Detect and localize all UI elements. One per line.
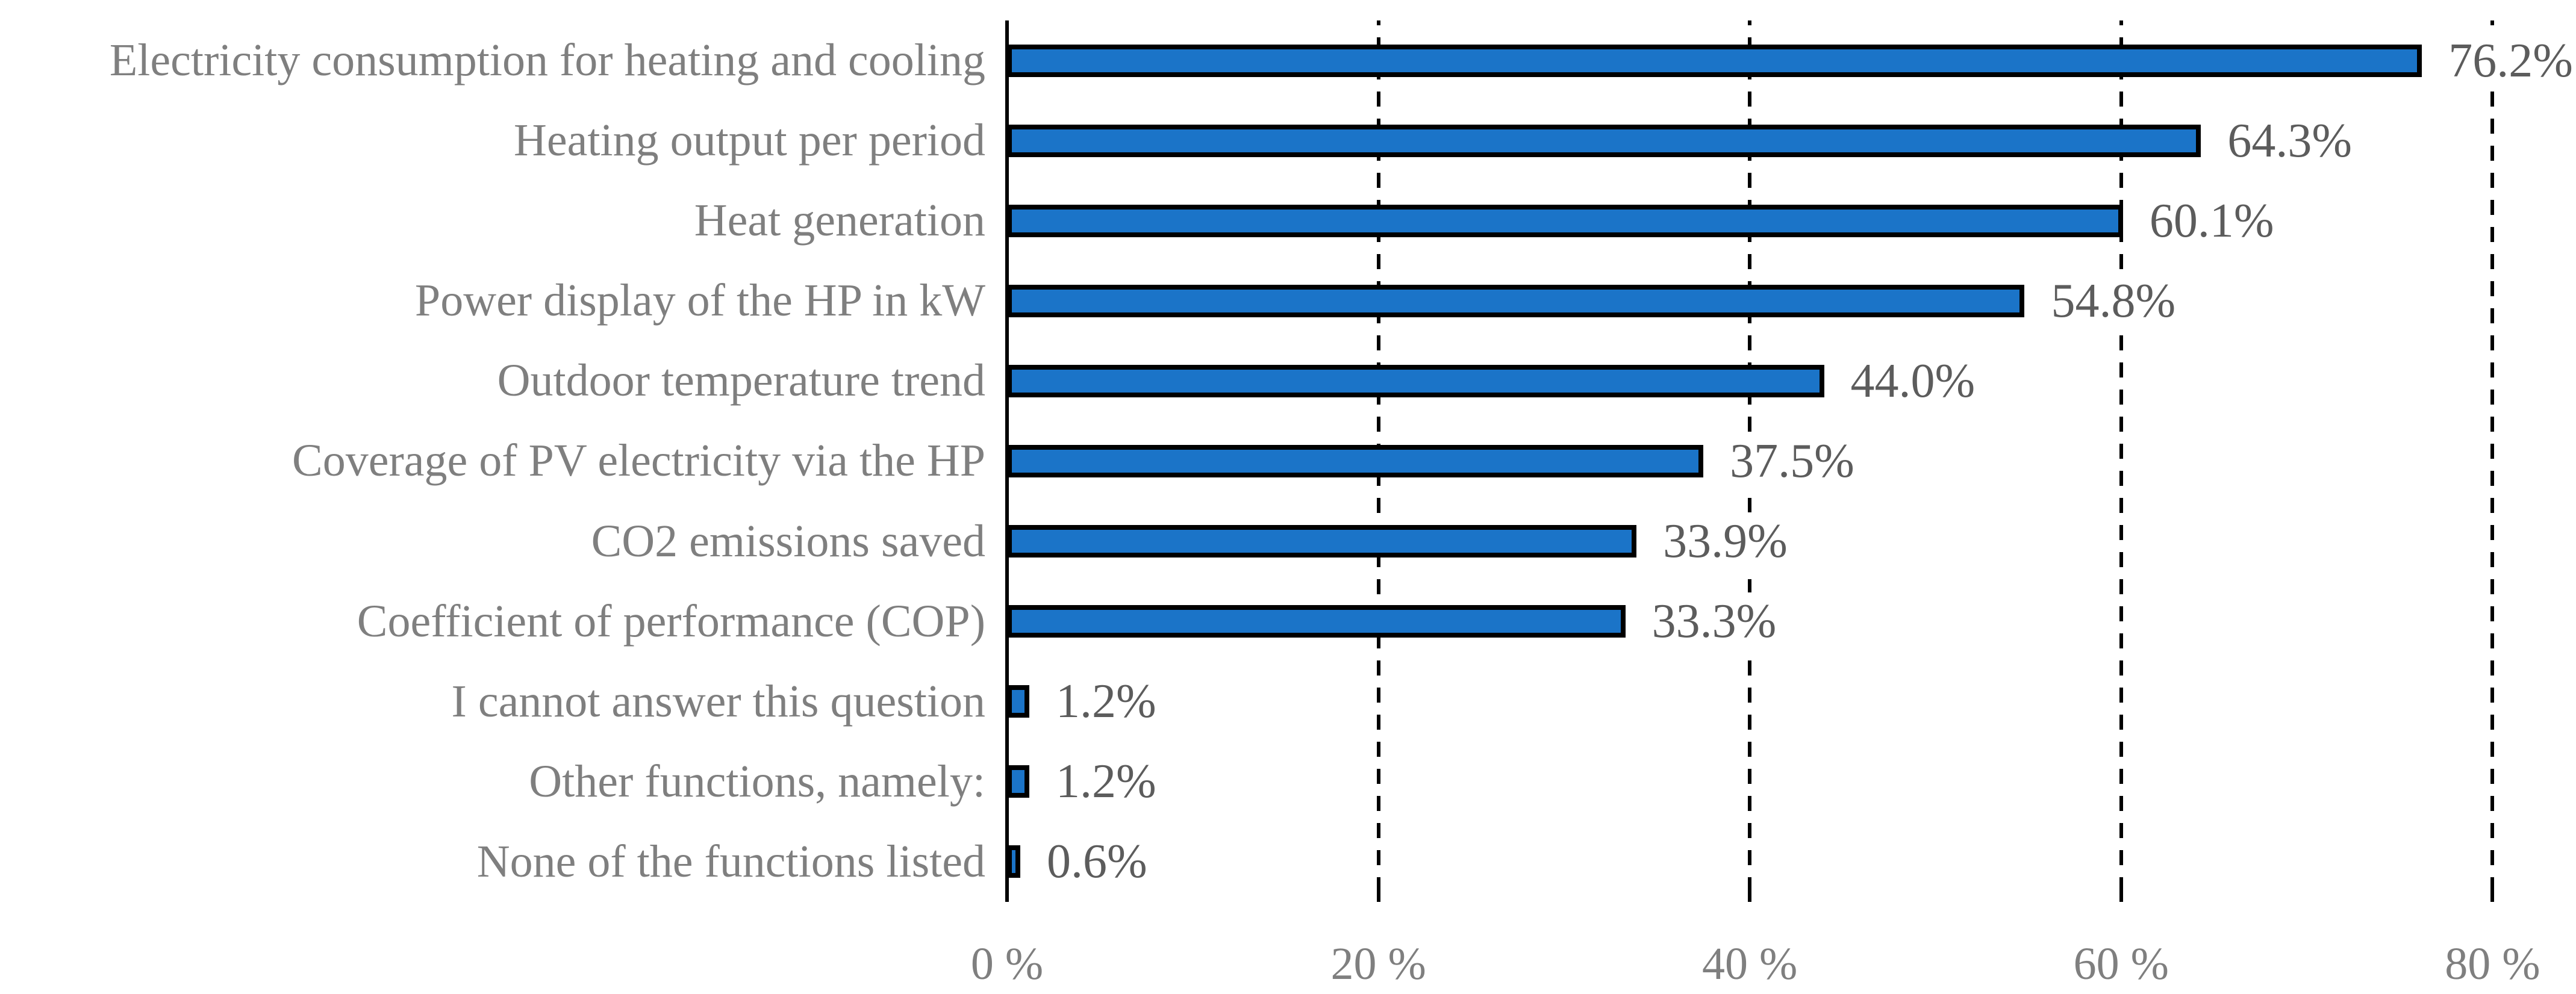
bar xyxy=(1007,364,1824,397)
y-axis-line xyxy=(1005,20,1009,902)
bar xyxy=(1007,204,2123,237)
x-tick-label: 20 % xyxy=(1330,939,1426,989)
category-label: None of the functions listed xyxy=(476,836,985,887)
gridline-80 xyxy=(2490,20,2495,902)
bar xyxy=(1007,845,1020,878)
category-label: Other functions, namely: xyxy=(529,756,985,807)
x-tick-label: 40 % xyxy=(1702,939,1798,989)
value-label: 33.9% xyxy=(1659,512,1791,571)
category-label: Power display of the HP in kW xyxy=(414,275,985,326)
value-label: 37.5% xyxy=(1726,432,1858,490)
value-label: 64.3% xyxy=(2224,111,2356,170)
bar xyxy=(1007,765,1029,798)
value-label: 1.2% xyxy=(1052,673,1160,731)
gridline-60 xyxy=(2119,20,2123,902)
category-label: I cannot answer this question xyxy=(451,676,985,727)
value-label: 0.6% xyxy=(1043,833,1151,891)
bar xyxy=(1007,685,1029,718)
category-label: Heat generation xyxy=(694,195,985,246)
value-label: 76.2% xyxy=(2445,31,2576,90)
bar xyxy=(1007,124,2201,157)
category-label: Electricity consumption for heating and … xyxy=(109,35,985,85)
x-tick-label: 80 % xyxy=(2445,939,2540,989)
category-label: Coefficient of performance (COP) xyxy=(357,595,985,647)
category-label: Heating output per period xyxy=(513,115,985,166)
bar xyxy=(1007,284,2025,317)
value-label: 33.3% xyxy=(1648,592,1780,651)
x-tick-label: 0 % xyxy=(970,939,1044,989)
value-label: 54.8% xyxy=(2047,272,2180,330)
value-label: 44.0% xyxy=(1847,352,1979,410)
value-label: 60.1% xyxy=(2145,191,2278,250)
bar xyxy=(1007,605,1626,638)
bar xyxy=(1007,445,1704,477)
category-label: CO2 emissions saved xyxy=(591,515,985,567)
category-label: Outdoor temperature trend xyxy=(497,355,985,406)
bar xyxy=(1007,44,2422,77)
value-label: 1.2% xyxy=(1052,753,1160,811)
x-tick-label: 60 % xyxy=(2073,939,2169,989)
category-label: Coverage of PV electricity via the HP xyxy=(292,435,985,486)
bar xyxy=(1007,525,1637,558)
